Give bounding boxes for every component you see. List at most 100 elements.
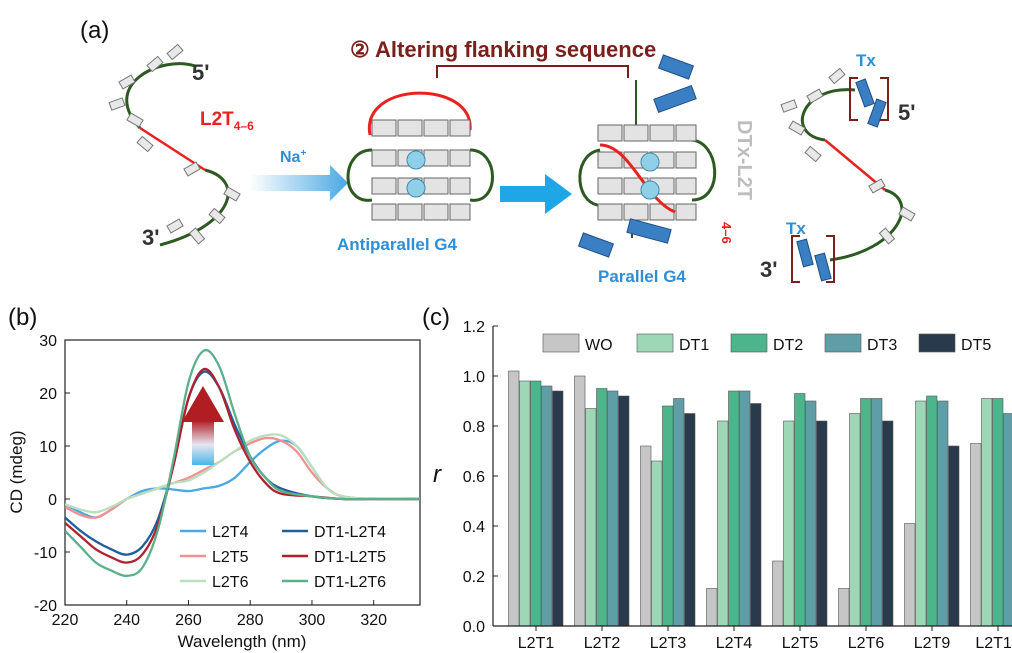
x-tick-label: L2T12 <box>975 635 1012 652</box>
legend-label-l2t4: L2T4 <box>212 524 249 541</box>
l2t-label: L2T4–6 <box>200 109 254 133</box>
fold-arrow <box>500 174 572 214</box>
bar-l2t2-dt3 <box>607 390 619 626</box>
panel-b-label: (b) <box>8 304 37 331</box>
bar-l2t9-dt5 <box>948 445 960 626</box>
x-tick-label: L2T2 <box>584 635 621 652</box>
y-tick-label: 0.0 <box>463 619 485 636</box>
na-arrow: Na+ <box>250 148 348 201</box>
panel-b-ylabel: CD (mdeg) <box>7 430 26 513</box>
x-tick-label: L2T6 <box>848 635 885 652</box>
bar-l2t6-dt5 <box>882 420 894 626</box>
bar-l2t2-dt1 <box>585 408 597 626</box>
end-3-right: 3' <box>760 257 777 282</box>
bar-l2t3-dt5 <box>684 413 696 626</box>
bar-l2t9-dt3 <box>937 400 949 626</box>
panel-b: (b) -20 -10 0 10 20 30 220 240 260 280 300 320 L2T… <box>7 304 421 651</box>
panel-c-y-ticks: 0.0 0.2 0.4 0.6 0.8 1.0 1.2 <box>463 319 498 636</box>
panel-b-lines <box>65 348 420 578</box>
bar-l2t1-wo <box>508 370 520 626</box>
end-5-right: 5' <box>898 100 915 125</box>
bar-l2t6-dt1 <box>849 413 861 626</box>
bar-l2t12-dt2 <box>992 398 1004 626</box>
y-tick-label: 1.0 <box>463 369 485 386</box>
panel-c-ylabel: r <box>433 461 442 488</box>
x-tick-label: L2T3 <box>650 635 687 652</box>
bar-l2t9-wo <box>904 523 916 626</box>
bar-l2t12-wo <box>970 443 982 626</box>
bar-l2t5-dt3 <box>805 400 817 626</box>
legend-label-dt1-l2t6: DT1-L2T6 <box>314 574 386 591</box>
title-bracket <box>436 65 629 78</box>
x-tick-label: L2T1 <box>518 635 555 652</box>
bar-l2t4-dt3 <box>739 390 751 626</box>
legend-label-l2t6: L2T6 <box>212 574 249 591</box>
x-tick-label: 320 <box>360 612 387 629</box>
x-tick-label: 300 <box>299 612 326 629</box>
x-tick-label: 240 <box>113 612 140 629</box>
panel-c: (c) 0.00.20.40.60.81.01.2 L2T1 L2T2 L2T3 L2… <box>422 304 1012 652</box>
x-tick-label: 280 <box>237 612 264 629</box>
panel-b-legend: L2T4 L2T5 L2T6 DT1-L2T4 DT1-L2T5 DT1-L2T6 <box>180 524 386 591</box>
bar-l2t12-dt1 <box>981 398 993 626</box>
up-arrow-head <box>182 386 224 422</box>
legend-label-l2t5: L2T5 <box>212 549 249 566</box>
panel-b-xlabel: Wavelength (nm) <box>178 632 307 651</box>
bar-l2t1-dt1 <box>519 380 531 626</box>
y-tick-label: 0.2 <box>463 569 485 586</box>
bar-l2t5-dt1 <box>783 420 795 626</box>
x-tick-label: 260 <box>175 612 202 629</box>
x-tick-label: 220 <box>52 612 79 629</box>
y-tick-label: 10 <box>39 439 57 456</box>
legend-swatch-dt1 <box>636 333 674 353</box>
legend-label-dt1-l2t4: DT1-L2T4 <box>314 524 386 541</box>
panel-a: (a) ② Altering flanking sequence 5' <box>80 17 916 286</box>
y-tick-label: 20 <box>39 386 57 403</box>
legend-swatch-wo <box>542 333 580 353</box>
legend-swatch-dt5 <box>918 333 956 353</box>
x-tick-label: L2T4 <box>716 635 753 652</box>
tx-label-bottom: Tx <box>786 219 806 238</box>
bar-l2t6-dt3 <box>871 398 883 626</box>
bar-l2t3-dt1 <box>651 460 663 626</box>
y-tick-label: 0.8 <box>463 419 485 436</box>
y-tick-label: 0 <box>48 492 57 509</box>
legend-swatch-dt3 <box>824 333 862 353</box>
bar-l2t1-dt5 <box>552 390 564 626</box>
legend-label-wo: WO <box>585 337 613 354</box>
panel-b-y-ticks: -20 -10 0 10 20 30 <box>34 333 70 615</box>
legend-label-dt5: DT5 <box>961 337 991 354</box>
bar-l2t9-dt2 <box>926 395 938 626</box>
x-tick-label: L2T9 <box>914 635 951 652</box>
y-tick-label: -10 <box>34 545 57 562</box>
svg-text:DTx-L2T: DTx-L2T <box>733 120 755 200</box>
dtx-label: DTx-L2T <box>733 120 755 200</box>
y-tick-label: 1.2 <box>463 319 485 336</box>
panel-c-label: (c) <box>422 304 450 331</box>
series-line-dt1-l2t6 <box>65 348 420 578</box>
antiparallel-g4: Antiparallel G4 <box>337 91 494 254</box>
y-tick-label: 0.4 <box>463 519 485 536</box>
bar-l2t6-wo <box>838 588 850 626</box>
bar-l2t2-dt2 <box>596 388 608 626</box>
bar-l2t4-wo <box>706 588 718 626</box>
bar-l2t5-wo <box>772 560 784 626</box>
right-strand: Tx Tx 5' 3' <box>760 51 916 283</box>
end-3-left: 3' <box>142 225 159 250</box>
bar-l2t3-dt3 <box>673 398 685 626</box>
y-tick-label: 30 <box>39 333 57 350</box>
panel-b-frame <box>64 339 421 606</box>
bar-l2t12-dt3 <box>1003 413 1012 626</box>
parallel-g4: Parallel G4 DTx-L2T 4–6 <box>577 54 755 286</box>
bar-l2t4-dt5 <box>750 403 762 626</box>
bar-l2t1-dt3 <box>541 385 553 626</box>
panel-c-legend: WO DT1 DT2 DT3 DT5 <box>542 333 991 354</box>
bar-l2t4-dt2 <box>728 390 740 626</box>
bar-l2t3-dt2 <box>662 405 674 626</box>
panel-a-title: ② Altering flanking sequence <box>350 37 656 62</box>
legend-label-dt1-l2t5: DT1-L2T5 <box>314 549 386 566</box>
legend-label-dt3: DT3 <box>867 337 897 354</box>
bar-l2t6-dt2 <box>860 398 872 626</box>
legend-label-dt1: DT1 <box>679 337 709 354</box>
